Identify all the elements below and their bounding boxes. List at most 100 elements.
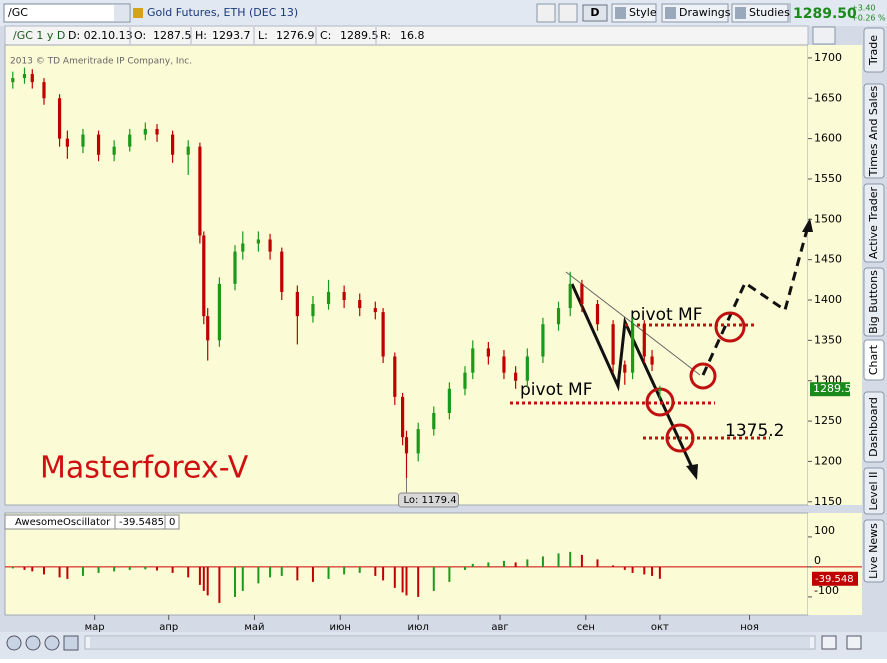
candle-body <box>217 283 221 341</box>
x-tick-label: окт <box>651 622 669 633</box>
scroll-thumb[interactable] <box>90 637 810 648</box>
candle-body <box>401 396 405 438</box>
oscillator-value: -39.5485 <box>119 517 164 528</box>
y-tick-label: 1700 <box>814 51 842 64</box>
candle-body <box>256 239 260 244</box>
field-value: 1293.7 <box>212 29 251 42</box>
candle-body <box>96 134 101 155</box>
candle-body <box>447 388 451 413</box>
candle-body <box>486 348 490 357</box>
sidebar-tab[interactable] <box>863 183 885 263</box>
oscillator-plot <box>4 512 809 616</box>
last-value-box <box>812 571 858 586</box>
y-tick-label: 1550 <box>814 172 842 185</box>
pan-button[interactable] <box>63 635 79 651</box>
candle-body <box>155 128 159 135</box>
tab-label[interactable]: Chart <box>867 344 880 375</box>
arrow-head <box>802 218 813 232</box>
candle-body <box>373 308 377 313</box>
candle-body <box>595 304 600 325</box>
candle-body <box>65 138 69 147</box>
tool-icon[interactable] <box>558 3 578 23</box>
tab-label[interactable]: Live News <box>867 523 880 579</box>
x-tick-label: авг <box>491 622 508 633</box>
field-value: 1276.9 <box>276 29 315 42</box>
button-label: Studies <box>749 6 790 19</box>
button-label: Style <box>629 6 657 19</box>
x-tick-label: июл <box>408 622 429 633</box>
tab-label[interactable]: Dashboard <box>867 397 880 457</box>
field-label: H: <box>195 29 207 42</box>
x-tick-label: ноя <box>740 622 759 633</box>
zoom-button[interactable] <box>6 635 22 651</box>
candle-body <box>630 324 635 373</box>
circle <box>665 423 695 453</box>
candle-body <box>42 82 46 99</box>
period-label: D <box>590 6 599 19</box>
candle-body <box>650 356 654 365</box>
scroll-button[interactable] <box>846 635 862 650</box>
maximize-button[interactable] <box>812 26 836 45</box>
tab-label[interactable]: Active Trader <box>867 186 880 259</box>
symbol-icon <box>133 8 143 18</box>
last-price-label: 1289.5 <box>813 382 852 395</box>
candle-body <box>580 283 584 305</box>
candle-body <box>171 134 175 155</box>
toolbar-button[interactable] <box>661 3 729 23</box>
sidebar-tab[interactable] <box>863 267 885 337</box>
sidebar-tab[interactable] <box>863 519 885 583</box>
candle-body <box>514 372 518 381</box>
price-axis <box>808 45 862 505</box>
candle-body <box>57 98 62 139</box>
annotation: 1375.2 <box>725 421 784 441</box>
y-tick-label: 1450 <box>814 253 842 266</box>
candle-body <box>11 78 15 83</box>
candle-body <box>128 134 132 147</box>
candle-body <box>568 283 572 309</box>
tab-label[interactable]: Level II <box>867 471 880 510</box>
candle-body <box>525 356 529 381</box>
field-label: L: <box>258 29 268 42</box>
button-label: Drawings <box>679 6 731 19</box>
sidebar-tab[interactable] <box>863 467 885 515</box>
scroll-button[interactable] <box>821 635 837 650</box>
candle-body <box>81 134 85 147</box>
candle-body <box>556 308 561 325</box>
period-button[interactable] <box>582 4 608 22</box>
field-label: C: <box>320 29 331 42</box>
zoom-button[interactable] <box>44 635 60 651</box>
tool-icon[interactable] <box>536 3 556 23</box>
change-pct: +0.26 % <box>851 14 886 23</box>
sidebar-tab[interactable] <box>863 27 885 73</box>
candle-body <box>623 364 627 373</box>
candle-body <box>241 243 245 252</box>
tab-label[interactable]: Times And Sales <box>867 86 880 178</box>
candle-body <box>432 413 436 430</box>
tab-label[interactable]: Big Buttons <box>867 270 880 334</box>
symbol-dropdown[interactable] <box>114 5 129 21</box>
oscillator-axis <box>808 513 862 615</box>
candle-body <box>611 324 615 365</box>
forecast-path <box>701 225 810 376</box>
info-symbol: /GC 1 y D <box>13 29 65 42</box>
tab-label[interactable]: Trade <box>867 35 880 66</box>
y-tick-label: 1650 <box>814 91 842 104</box>
y-tick-label: 1150 <box>814 495 842 508</box>
candle-body <box>268 239 272 252</box>
sidebar-tab[interactable] <box>863 83 885 179</box>
candle-body <box>642 324 646 357</box>
field-value: 1287.5 <box>153 29 192 42</box>
sidebar-tab[interactable] <box>863 391 885 463</box>
oscillator-param-box <box>164 514 180 530</box>
y-tick-label: 1200 <box>814 454 842 467</box>
sidebar-tab[interactable] <box>863 339 885 381</box>
circle <box>714 311 746 343</box>
y-tick-label: 1400 <box>814 293 842 306</box>
button-icon <box>735 7 746 19</box>
candle-body <box>404 437 409 454</box>
field-value: 16.8 <box>400 29 425 42</box>
zoom-button[interactable] <box>25 635 41 651</box>
candle-body <box>541 324 545 357</box>
symbol-input[interactable] <box>3 3 131 23</box>
